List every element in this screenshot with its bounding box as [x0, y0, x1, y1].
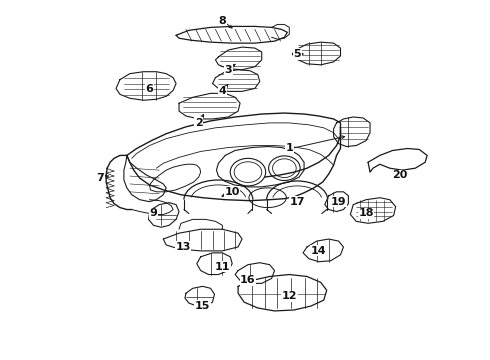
Text: 5: 5: [294, 49, 301, 59]
Text: 11: 11: [215, 262, 230, 272]
Text: 12: 12: [282, 291, 297, 301]
Text: 3: 3: [224, 65, 232, 75]
Text: 20: 20: [392, 170, 407, 180]
Text: 6: 6: [146, 84, 153, 94]
Text: 1: 1: [286, 144, 293, 153]
Text: 4: 4: [219, 86, 226, 96]
Text: 13: 13: [175, 242, 191, 252]
Text: 19: 19: [331, 197, 346, 207]
Text: 2: 2: [195, 118, 202, 128]
Text: 8: 8: [219, 15, 226, 26]
Text: 10: 10: [224, 187, 240, 197]
Text: 14: 14: [311, 246, 327, 256]
Text: 7: 7: [97, 173, 104, 183]
Text: 15: 15: [195, 301, 210, 311]
Text: 16: 16: [240, 275, 256, 285]
Text: 9: 9: [149, 208, 157, 219]
Text: 17: 17: [290, 197, 305, 207]
Text: 18: 18: [358, 208, 374, 219]
